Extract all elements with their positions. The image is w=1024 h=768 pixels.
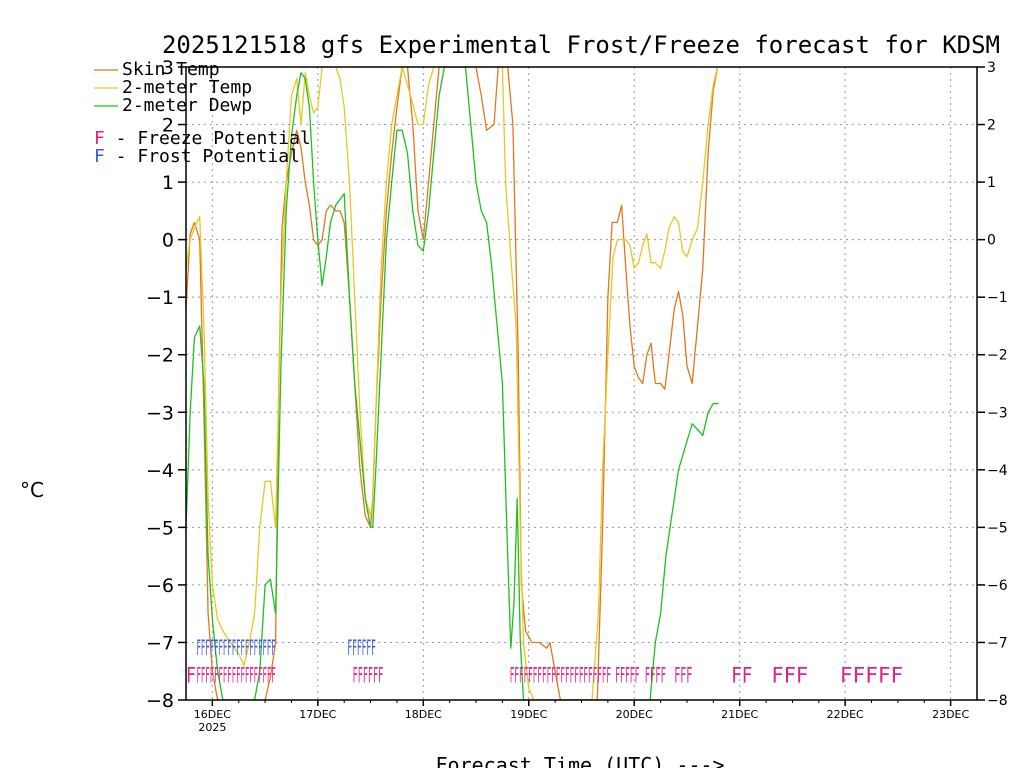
x-tick-label: 21DEC xyxy=(721,708,758,721)
x-tick-label: 18DEC xyxy=(405,708,442,721)
y-tick-label: −6 xyxy=(146,575,174,597)
data-series xyxy=(186,67,719,700)
y-tick-label-right: −1 xyxy=(987,290,1008,306)
x-tick-label: 23DEC xyxy=(932,708,969,721)
legend-label: 2-meter Dewp xyxy=(122,95,252,116)
frost-flag: FFFFFFFFFFFFFFFFFF xyxy=(197,636,276,660)
y-tick-label-right: 1 xyxy=(987,175,996,191)
plot-frame xyxy=(185,66,978,701)
y-tick-label-right: −2 xyxy=(987,348,1008,364)
legend-frost: F - Frost Potential xyxy=(94,146,300,167)
grid-lines xyxy=(186,67,977,700)
y-tick-label: −7 xyxy=(146,632,174,654)
x-axis-label: Forecast Time (UTC) ---> xyxy=(436,753,725,768)
axis-ticks: −8 −8 −7 −7 −6 −6 −5 −5 −4 −4 −3 −3 −2 −2 −1 −1 0 0 1 1 2 2 3 3… xyxy=(146,57,1008,734)
x-tick-label: 17DEC xyxy=(299,708,336,721)
y-tick-label-right: −6 xyxy=(987,578,1008,594)
y-tick-label: 2 xyxy=(162,115,174,137)
y-tick-label: −1 xyxy=(146,287,174,309)
x-tick-label: 19DEC xyxy=(510,708,547,721)
y-tick-label: −3 xyxy=(146,402,174,424)
freeze-flag: FFF xyxy=(771,664,808,688)
y-tick-label: −4 xyxy=(146,460,174,482)
freeze-flag: FFFFFF xyxy=(353,664,384,688)
temp-2m-line xyxy=(186,67,719,700)
x-tick-label: 22DEC xyxy=(827,708,864,721)
y-tick-label: −2 xyxy=(146,345,174,367)
x-tick-label: 20DEC xyxy=(616,708,653,721)
y-tick-label-right: 0 xyxy=(987,233,996,249)
dewp-2m-line xyxy=(186,67,719,700)
y-tick-label: 0 xyxy=(162,230,174,252)
y-tick-label-right: −3 xyxy=(987,405,1008,421)
frost-flag: FFFFFF xyxy=(347,636,375,660)
y-tick-label-right: −7 xyxy=(987,635,1008,651)
legend-label: Skin Temp xyxy=(122,59,220,80)
freeze-flag: FFFFF xyxy=(615,664,639,688)
y-tick-label: −5 xyxy=(146,517,174,539)
freeze-flag: FFFFFFFFFFFFFFFFFFFFFF xyxy=(510,664,611,688)
y-tick-label-right: 2 xyxy=(987,118,996,134)
chart-title: 2025121518 gfs Experimental Frost/Freeze… xyxy=(162,31,1000,59)
y-tick-label: 3 xyxy=(162,57,174,79)
y-tick-label: −8 xyxy=(146,690,174,712)
x-tick-sublabel: 2025 xyxy=(198,721,226,734)
y-tick-label-right: 3 xyxy=(987,60,996,76)
y-tick-label-right: −4 xyxy=(987,463,1008,479)
freeze-flag: FFFFF xyxy=(840,664,903,688)
legend-freeze: F - Freeze Potential xyxy=(94,128,311,149)
freeze-flag: FF xyxy=(731,664,752,688)
freeze-flag: FFF xyxy=(674,664,692,688)
freeze-flag: FFFF xyxy=(645,664,666,688)
freeze-flag: FFFFFFFFFFFFFFFFFF xyxy=(197,664,276,688)
freeze-flag: F xyxy=(186,664,196,688)
skin-temp-line xyxy=(186,67,719,700)
potential-flags: FFFFFFFFFFFFFFFFFF FFFFFFF FFFFFFFFFFFFFFF… xyxy=(186,636,903,688)
y-tick-label-right: −8 xyxy=(987,693,1008,709)
y-axis-label: °C xyxy=(20,478,44,502)
x-tick-label: 16DEC xyxy=(194,708,231,721)
legend-label: 2-meter Temp xyxy=(122,77,252,98)
y-tick-label-right: −5 xyxy=(987,520,1008,536)
y-tick-label: 1 xyxy=(162,172,174,194)
